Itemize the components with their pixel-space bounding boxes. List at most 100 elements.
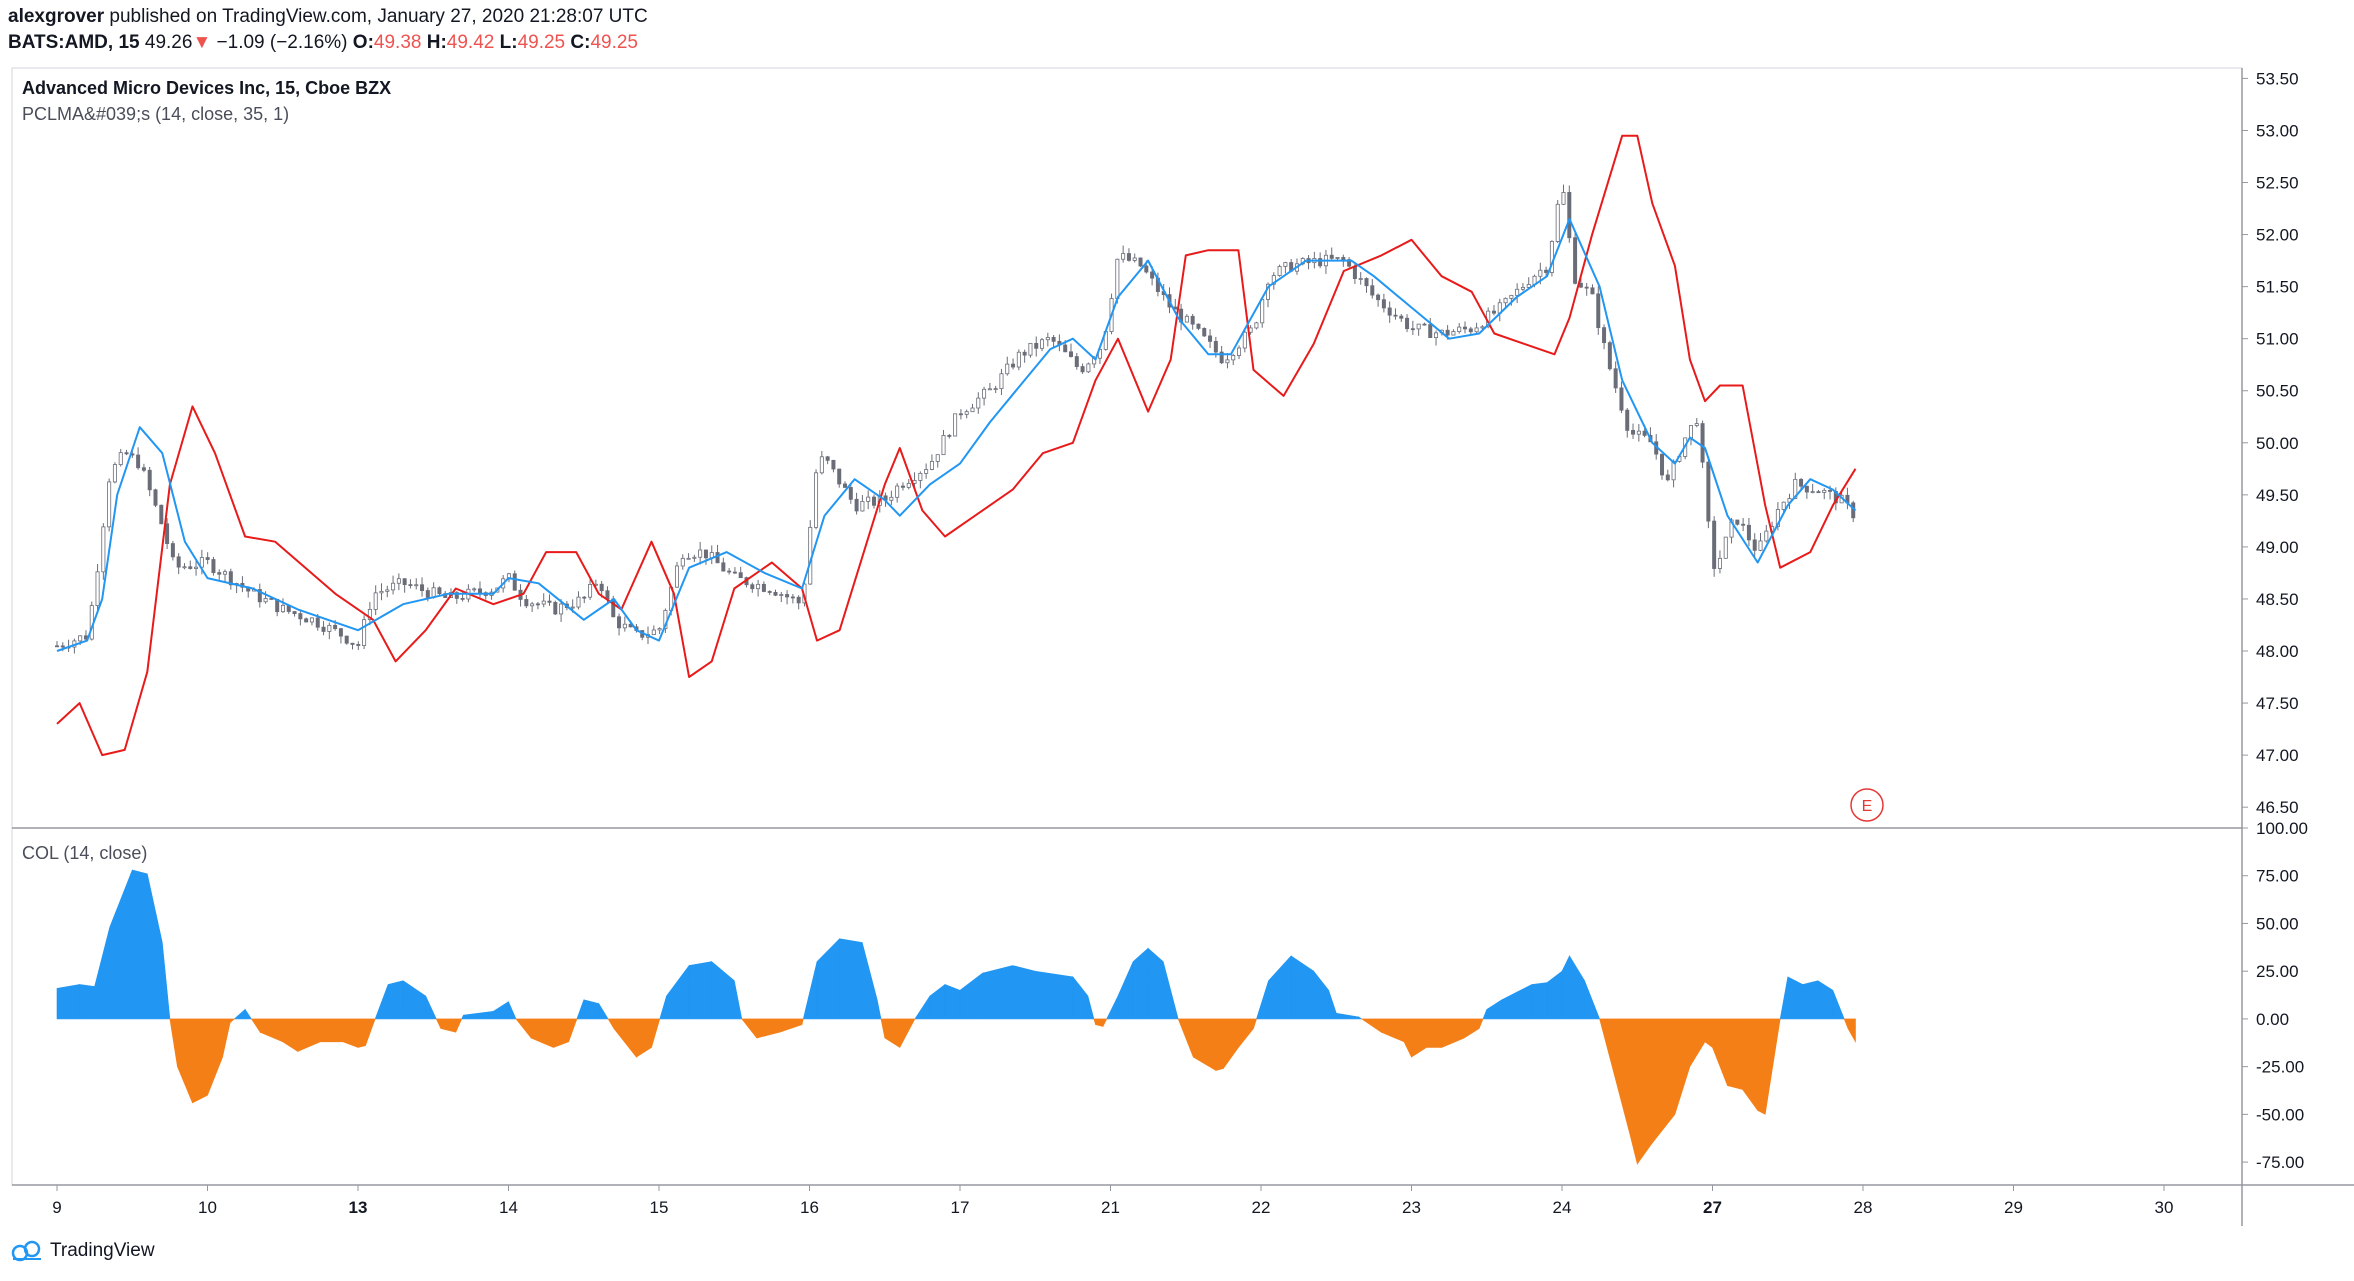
candle-body [1370,285,1375,296]
candle-body [686,557,691,560]
price-change: −1.09 (−2.16%) [216,32,348,53]
earnings-marker[interactable]: E [1850,788,1884,822]
publish-text: published on TradingView.com, January 27… [109,6,648,27]
price-tick-label: 51.50 [2256,278,2299,297]
chart-canvas[interactable]: 53.50 53.00 52.50 52.00 51.50 51.00 50.50 50.00… [0,0,2354,1230]
candle-body [1775,509,1780,527]
candle-body [1196,323,1201,329]
oscillator-pane[interactable] [56,869,1856,1165]
candle-body [205,557,210,560]
candle-body [895,485,900,498]
candle-body [767,591,772,593]
candle-body [437,587,442,595]
candle-body [611,598,616,618]
candle-body [1828,489,1833,492]
candle-body [680,557,685,567]
candle-body [78,635,83,642]
candle-body [321,626,326,632]
indicator-legend-pclma[interactable]: PCLMA&#039;s (14, close, 35, 1) [22,104,290,124]
price-tick-label: 50.50 [2256,382,2299,401]
osc-negative-area[interactable] [169,1018,1856,1165]
candle-body [553,601,558,615]
candle-body [141,467,146,471]
candle-body [970,407,975,413]
candle-body [512,573,517,591]
candle-body [1503,297,1508,304]
candle-body [524,599,529,607]
candle-body [559,603,564,615]
time-tick-label: 14 [499,1198,518,1217]
price-axis[interactable]: 53.50 53.00 52.50 52.00 51.50 51.00 50.50 50.00… [2242,69,2299,817]
last-price: 49.26 [144,32,193,53]
candle-body [727,570,732,573]
brand-name: TradingView [50,1240,155,1261]
candle-body [1434,332,1439,338]
candle-body [1364,278,1369,287]
candle-body [1451,331,1456,336]
candle-body [1213,340,1218,353]
time-tick-label: 29 [2004,1198,2023,1217]
candle-body [1764,530,1769,542]
candle-body [848,487,853,500]
candle-body [472,588,477,591]
candle-body [1237,347,1242,356]
time-tick-label: 24 [1553,1198,1572,1217]
candle-body [721,562,726,572]
candle-body [1636,430,1641,435]
candle-body [1381,299,1386,309]
candle-body [1045,337,1050,341]
candle-body [1752,539,1757,551]
candle-body [1480,326,1485,329]
candle-body [1712,520,1717,569]
candle-body [1544,269,1549,273]
candles[interactable] [55,184,1856,654]
candle-body [1457,326,1462,332]
candle-body [153,489,158,506]
indicator-legend-col[interactable]: COL (14, close) [22,843,148,863]
oscillator-axis[interactable]: 100.00 75.00 50.00 25.00 0.00 -25.00 -50.00 -75… [2242,819,2308,1172]
candle-body [999,373,1004,390]
time-axis[interactable]: 9 10 13 14 15 16 17 21 22 23 24 27 28 29 30 [52,1185,2173,1217]
candle-body [344,635,349,644]
candle-body [1758,540,1763,551]
candle-body [1538,269,1543,277]
candle-body [1283,262,1288,267]
candle-body [1741,523,1746,526]
candle-body [373,592,378,610]
candle-body [976,397,981,409]
osc-positive-area[interactable] [56,869,1845,1020]
candle-body [112,464,117,483]
candle-body [454,592,459,599]
fast-ma-line[interactable] [56,218,1857,652]
candle-body [182,566,187,569]
price-pane[interactable] [55,134,1857,757]
candle-body [1028,342,1033,356]
candle-body [1578,282,1583,288]
candle-body [1011,363,1016,368]
time-tick-label: 13 [349,1198,368,1217]
price-tick-label: 52.00 [2256,226,2299,245]
candle-body [1729,519,1734,538]
candle-body [866,496,871,502]
candle-body [900,485,905,488]
candle-body [1051,337,1056,342]
time-tick-label: 17 [951,1198,970,1217]
time-tick-label: 30 [2155,1198,2174,1217]
candle-body [367,609,372,621]
footer-brand[interactable]: TradingView [10,1240,155,1262]
osc-tick-label: -50.00 [2256,1105,2304,1124]
close-label: C: [570,32,591,53]
candle-body [622,623,627,629]
candle-body [1445,329,1450,336]
candle-body [674,565,679,588]
slow-ma-line[interactable] [56,134,1857,757]
candle-body [1555,203,1560,242]
time-tick-label: 15 [650,1198,669,1217]
candle-body [402,578,407,586]
candle-body [118,452,123,465]
candle-body [1208,335,1213,342]
candle-body [1700,423,1705,463]
candle-body [217,572,222,575]
candle-body [1573,237,1578,284]
candle-body [750,584,755,590]
